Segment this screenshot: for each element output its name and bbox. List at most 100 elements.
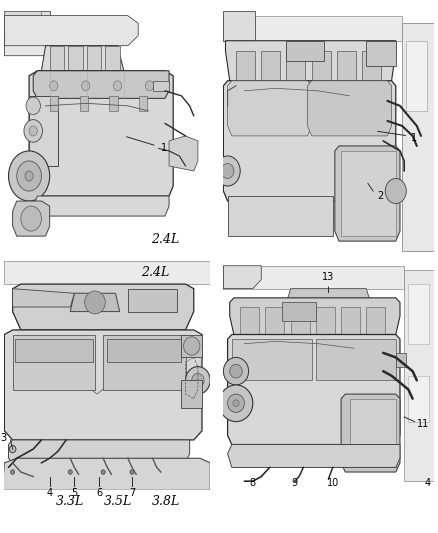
Polygon shape: [8, 440, 190, 463]
Text: 1: 1: [161, 143, 167, 154]
Polygon shape: [341, 394, 400, 472]
Bar: [4, 11, 42, 31]
Polygon shape: [103, 335, 186, 390]
Polygon shape: [70, 293, 120, 312]
Bar: [232, 339, 312, 381]
Bar: [240, 307, 259, 335]
Circle shape: [221, 164, 234, 179]
Bar: [286, 51, 305, 81]
Bar: [223, 11, 255, 41]
Bar: [337, 51, 356, 81]
Bar: [312, 51, 331, 81]
Bar: [362, 51, 381, 81]
Circle shape: [29, 126, 37, 136]
Text: 4: 4: [424, 478, 431, 488]
Bar: [261, 51, 280, 81]
Bar: [408, 376, 429, 422]
Polygon shape: [4, 261, 210, 284]
Circle shape: [385, 179, 406, 204]
Text: 3.8L: 3.8L: [152, 495, 180, 507]
Text: 8: 8: [250, 478, 256, 488]
Text: 1: 1: [410, 133, 417, 143]
Polygon shape: [230, 298, 400, 335]
Circle shape: [101, 470, 105, 474]
Bar: [49, 46, 64, 71]
Polygon shape: [228, 335, 400, 445]
Text: 4: 4: [46, 488, 53, 498]
Circle shape: [230, 365, 242, 378]
Bar: [128, 289, 177, 312]
Bar: [29, 96, 58, 166]
Circle shape: [85, 291, 105, 314]
Bar: [291, 307, 310, 335]
Bar: [105, 46, 120, 71]
Polygon shape: [223, 266, 261, 289]
Polygon shape: [33, 71, 169, 98]
Text: 13: 13: [322, 272, 335, 282]
Circle shape: [223, 358, 249, 385]
Bar: [396, 353, 406, 367]
Circle shape: [145, 81, 154, 91]
Bar: [316, 307, 335, 335]
Circle shape: [130, 470, 134, 474]
Polygon shape: [4, 31, 117, 56]
Bar: [316, 339, 396, 381]
Bar: [350, 399, 396, 467]
Polygon shape: [29, 71, 173, 196]
Polygon shape: [228, 445, 400, 467]
Text: 2.4L: 2.4L: [141, 266, 170, 279]
Circle shape: [228, 394, 244, 413]
Text: 11: 11: [417, 419, 429, 429]
Circle shape: [9, 446, 16, 453]
Circle shape: [25, 171, 33, 181]
Circle shape: [68, 470, 72, 474]
Bar: [265, 307, 284, 335]
Circle shape: [49, 81, 58, 91]
Circle shape: [24, 119, 42, 142]
Bar: [181, 335, 202, 358]
Bar: [282, 302, 316, 321]
Polygon shape: [286, 289, 371, 302]
Text: 5: 5: [71, 488, 78, 498]
Text: 10: 10: [327, 478, 339, 488]
Polygon shape: [335, 146, 400, 241]
Circle shape: [215, 156, 240, 186]
Polygon shape: [402, 23, 434, 251]
Polygon shape: [2, 458, 210, 490]
Bar: [80, 96, 88, 111]
Bar: [228, 196, 333, 236]
Bar: [406, 41, 427, 111]
Bar: [107, 339, 181, 362]
Circle shape: [26, 97, 40, 115]
Text: 3.3L: 3.3L: [56, 495, 84, 507]
Bar: [139, 96, 148, 111]
Text: 2.4L: 2.4L: [151, 233, 179, 246]
Bar: [181, 381, 202, 408]
Polygon shape: [223, 15, 402, 41]
Circle shape: [186, 367, 210, 394]
Polygon shape: [307, 81, 392, 136]
Circle shape: [17, 161, 42, 191]
Circle shape: [11, 470, 15, 474]
Polygon shape: [226, 41, 396, 81]
Polygon shape: [228, 81, 312, 136]
Bar: [341, 307, 360, 335]
Bar: [152, 81, 169, 91]
Text: 3: 3: [0, 433, 7, 442]
Polygon shape: [223, 81, 396, 201]
Text: 2: 2: [377, 191, 383, 201]
Bar: [366, 41, 396, 66]
Polygon shape: [4, 15, 138, 46]
Polygon shape: [13, 335, 95, 390]
Text: 3.5L: 3.5L: [104, 495, 132, 507]
Bar: [87, 46, 101, 71]
Bar: [366, 307, 385, 335]
Polygon shape: [13, 201, 49, 236]
Bar: [408, 284, 429, 344]
Polygon shape: [33, 196, 169, 216]
Polygon shape: [13, 289, 74, 307]
Bar: [236, 51, 255, 81]
Bar: [68, 46, 83, 71]
Text: 9: 9: [292, 478, 298, 488]
Text: 7: 7: [129, 488, 135, 498]
